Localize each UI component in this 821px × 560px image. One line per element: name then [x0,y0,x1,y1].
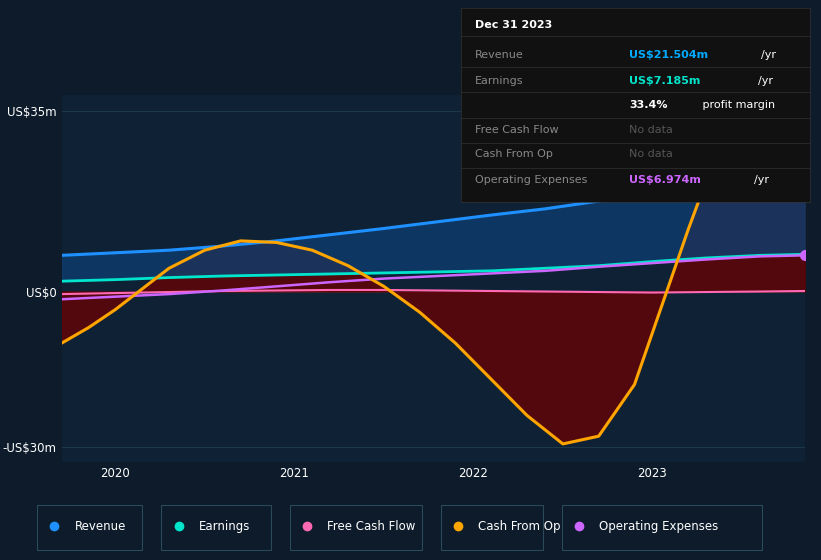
Text: Revenue: Revenue [75,520,126,533]
Text: /yr: /yr [754,175,769,185]
Text: Free Cash Flow: Free Cash Flow [475,125,559,135]
Text: Cash From Op: Cash From Op [475,150,553,159]
Text: profit margin: profit margin [699,100,775,110]
Text: US$6.974m: US$6.974m [629,175,701,185]
Text: Operating Expenses: Operating Expenses [599,520,718,533]
Text: No data: No data [629,150,672,159]
Text: /yr: /yr [758,76,773,86]
Text: /yr: /yr [762,50,777,60]
Text: Earnings: Earnings [475,76,524,86]
Text: Dec 31 2023: Dec 31 2023 [475,20,553,30]
Text: US$7.185m: US$7.185m [629,76,700,86]
Text: US$21.504m: US$21.504m [629,50,708,60]
Text: Operating Expenses: Operating Expenses [475,175,588,185]
Text: No data: No data [629,125,672,135]
Text: Earnings: Earnings [199,520,250,533]
Text: 33.4%: 33.4% [629,100,667,110]
Text: Revenue: Revenue [475,50,524,60]
Text: Free Cash Flow: Free Cash Flow [328,520,415,533]
Text: Cash From Op: Cash From Op [479,520,561,533]
